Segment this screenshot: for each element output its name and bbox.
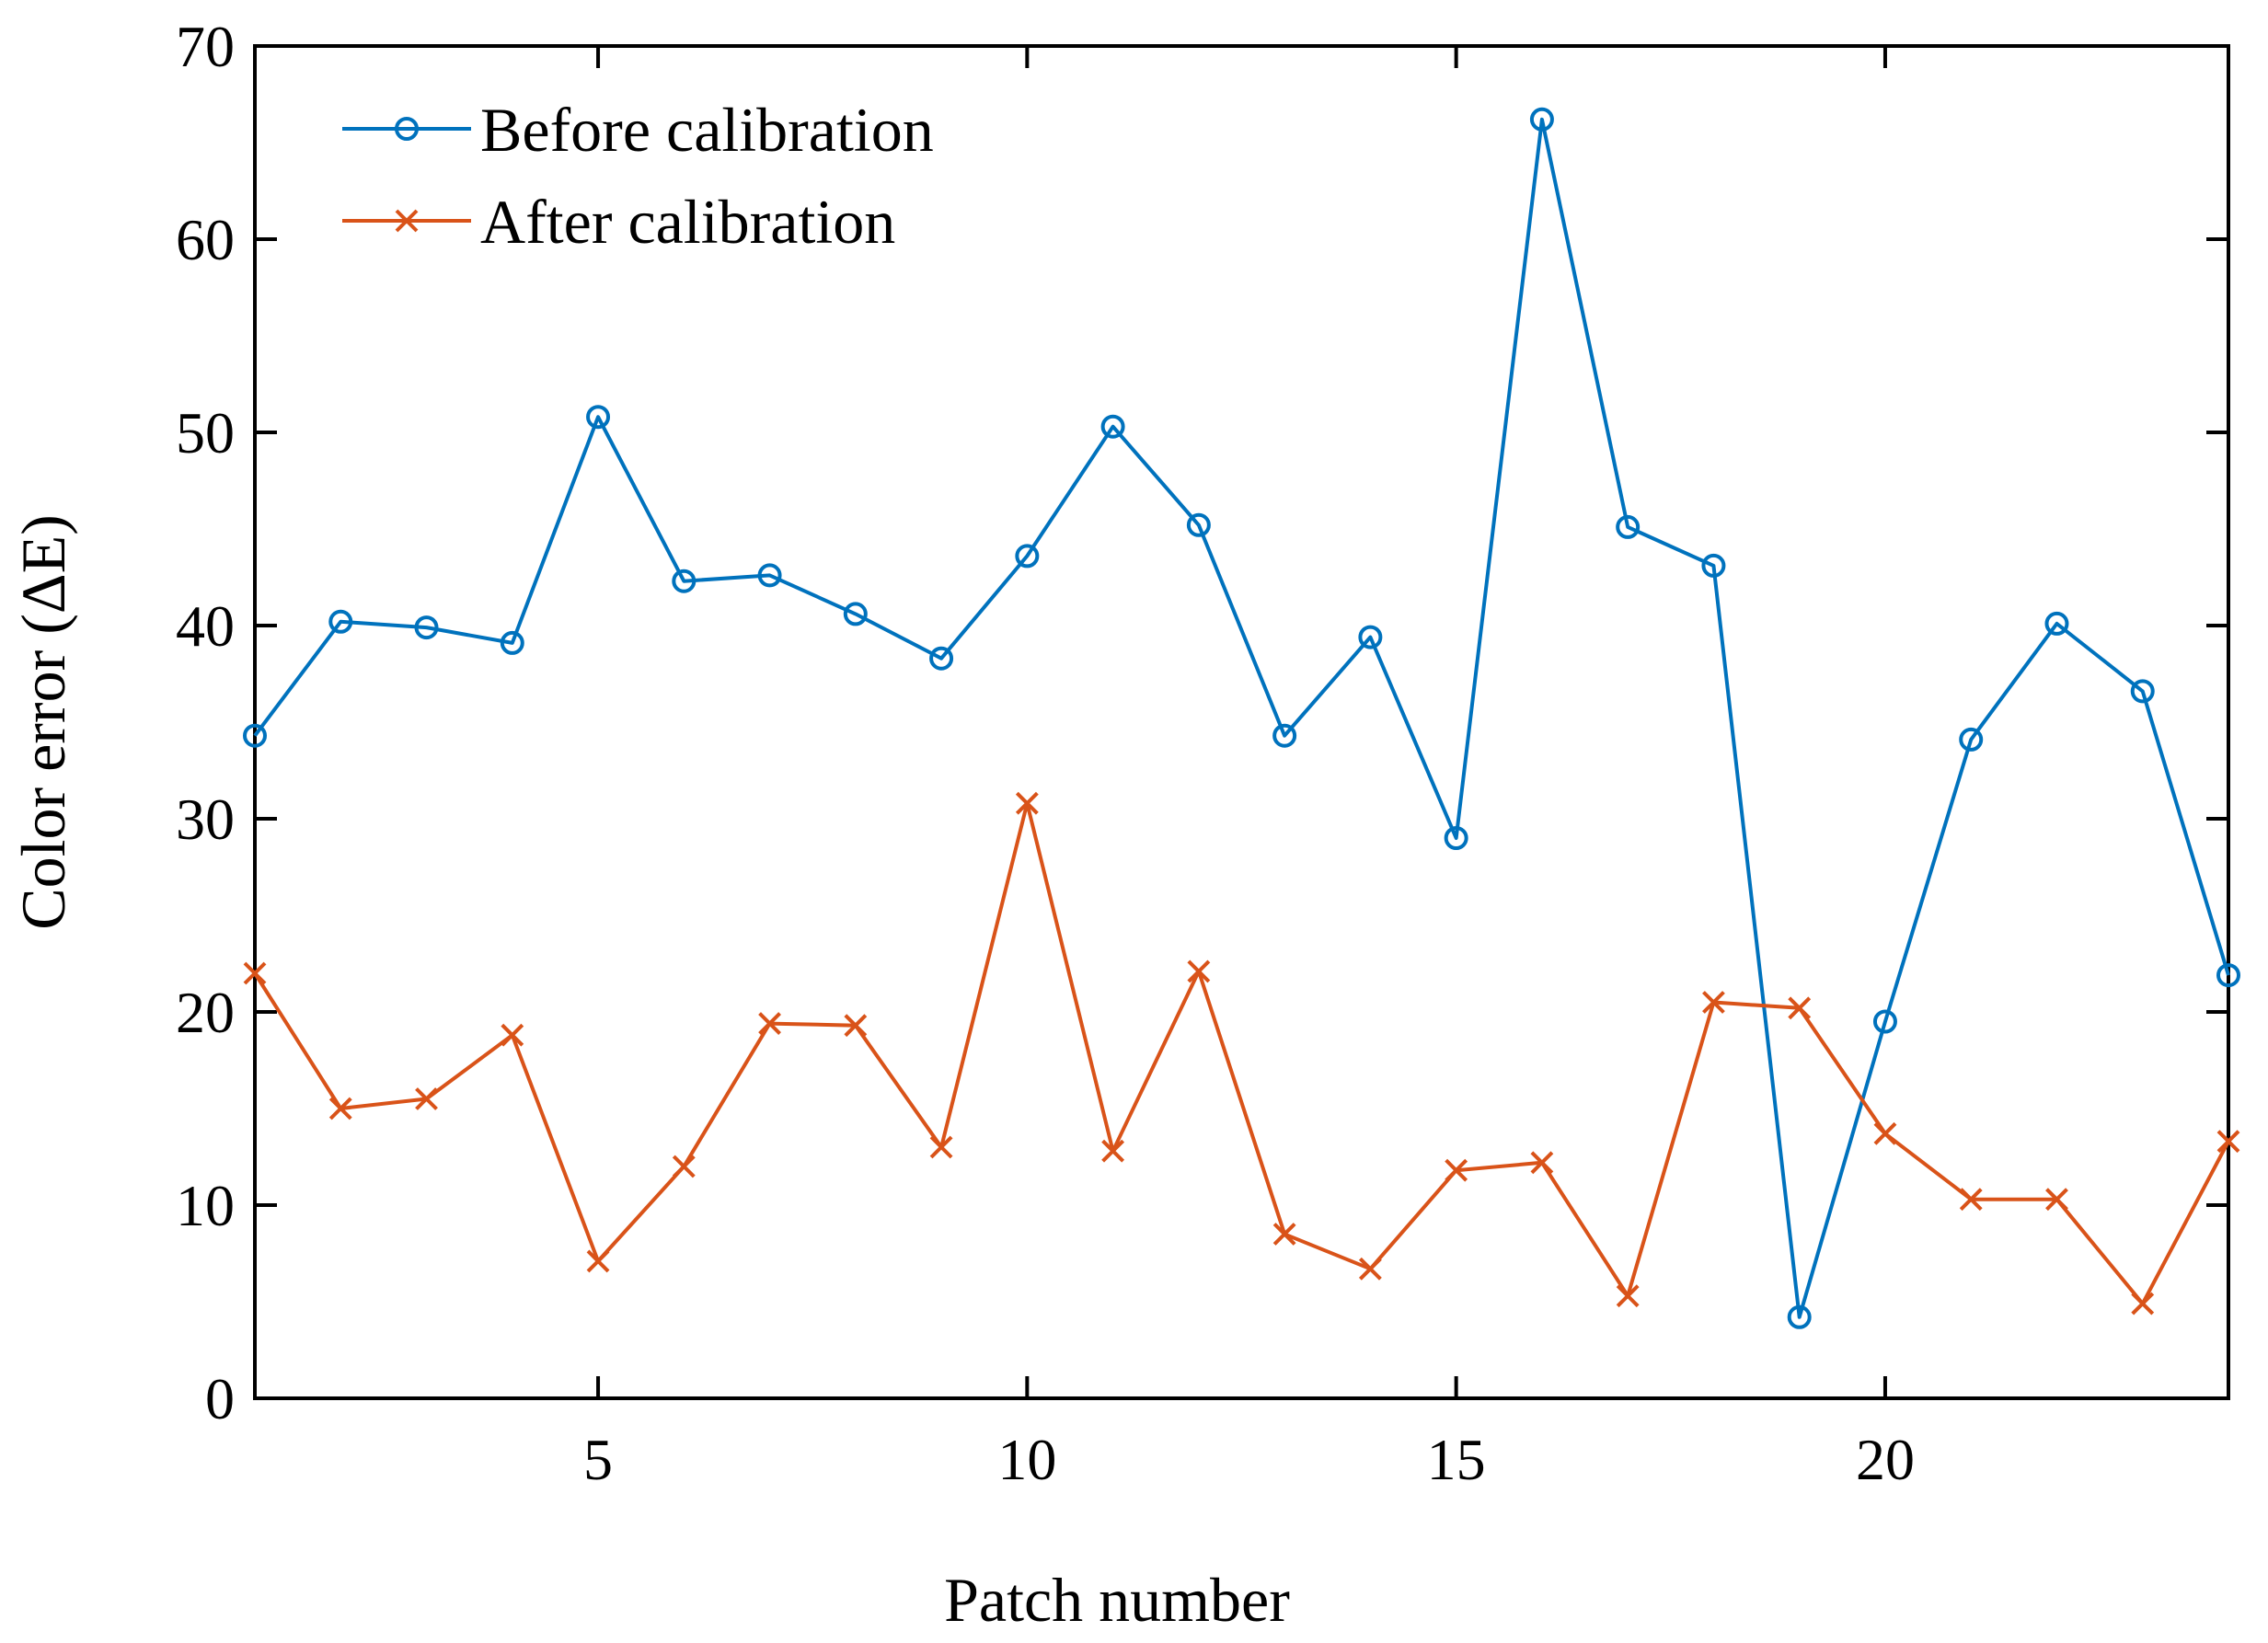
series-line [253,117,2230,1319]
tick-labels: 5 10 15 20 0 10 20 30 40 50 60 70 [176,14,1915,1492]
data-point-circle [1616,514,1641,539]
data-point-circle [757,563,782,588]
data-point-circle [1959,727,1984,752]
data-point-circle [929,646,954,671]
y-tick-label: 40 [176,593,235,659]
data-point-x [1959,1188,1983,1212]
data-point-circle [414,615,439,640]
y-tick-label: 20 [176,980,235,1045]
data-point-circle [1186,512,1211,537]
data-point-circle [1100,414,1125,439]
data-point-x [1445,1158,1468,1182]
data-point-x [1015,791,1039,815]
data-point-circle [1529,107,1554,132]
series-before [243,107,2240,1329]
axis-ticks [255,44,2228,1400]
legend-label: Before calibration [480,95,934,165]
x-tick-label: 5 [583,1427,613,1492]
data-point-x [1788,996,1812,1020]
data-point-circle [1444,826,1468,850]
data-point-x [395,209,419,233]
data-point-x [1272,1223,1296,1246]
data-point-x [328,1097,352,1120]
data-point-circle [328,609,353,634]
data-point-x [1530,1151,1554,1175]
y-tick-label: 0 [205,1366,235,1431]
data-point-circle [1872,1009,1897,1034]
data-point-circle [672,569,697,593]
data-point-x [1187,959,1211,983]
data-point-x [2131,1292,2155,1316]
data-point-circle [395,117,419,141]
data-point-x [501,1023,524,1047]
data-point-circle [1015,544,1040,569]
data-point-x [586,1249,610,1273]
data-point-x [1358,1257,1382,1281]
x-axis-label: Patch number [944,1565,1290,1635]
series-line [253,801,2230,1306]
data-point-circle [586,405,611,430]
data-point-circle [243,723,267,748]
x-tick-label: 20 [1856,1427,1915,1492]
data-point-x [1702,991,1725,1014]
data-point-x [758,1012,781,1036]
y-tick-label: 50 [176,400,235,465]
y-tick-label: 60 [176,207,235,272]
data-point-circle [2216,963,2240,988]
series-after [243,791,2240,1316]
data-point-x [2045,1188,2068,1212]
data-point-x [929,1135,953,1159]
data-point-circle [1787,1304,1812,1329]
data-point-x [844,1014,868,1038]
data-point-x [2216,1130,2240,1154]
data-point-x [415,1087,438,1110]
y-tick-label: 70 [176,14,235,79]
plot-frame [253,44,2230,1400]
data-point-circle [843,602,868,626]
x-tick-label: 15 [1427,1427,1486,1492]
series-layer [243,107,2240,1329]
data-point-x [672,1155,696,1178]
data-point-circle [500,630,524,655]
data-point-x [1616,1284,1640,1308]
data-point-circle [2130,679,2155,704]
data-point-x [243,961,267,985]
legend: Before calibration After calibration [342,95,934,257]
legend-label: After calibration [480,187,895,257]
data-point-circle [1272,723,1297,748]
legend-item: After calibration [342,187,895,257]
legend-item: Before calibration [342,95,934,165]
x-tick-label: 10 [997,1427,1056,1492]
y-tick-label: 30 [176,787,235,852]
data-point-circle [1358,625,1383,649]
data-point-circle [1701,553,1726,578]
data-point-x [1873,1121,1897,1145]
y-tick-label: 10 [176,1173,235,1238]
y-axis-label: Color error (ΔE) [8,514,78,930]
data-point-circle [2044,611,2069,636]
data-point-x [1101,1139,1125,1163]
